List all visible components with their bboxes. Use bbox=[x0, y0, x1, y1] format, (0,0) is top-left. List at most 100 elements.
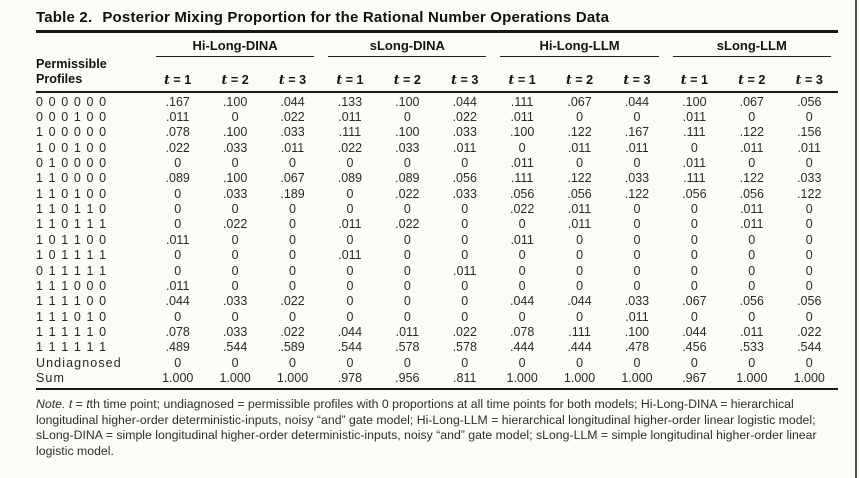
title-rule bbox=[36, 30, 838, 33]
table-row: 0 0 0 0 0 0 .167 .100 .044 .133 .100 .044 .111.… bbox=[36, 92, 838, 110]
value-cell: .122 bbox=[624, 186, 650, 201]
value-cell: 0 bbox=[805, 248, 813, 263]
value-cell: 0 bbox=[748, 110, 756, 125]
value-cell: 0 bbox=[174, 263, 182, 278]
value-cell: .056 bbox=[739, 294, 764, 309]
value-cell: .022 bbox=[280, 294, 305, 309]
value-cell: .100 bbox=[682, 94, 707, 109]
value-cell: 0 bbox=[346, 232, 354, 247]
value-cell: 0 bbox=[346, 294, 354, 309]
value-cell: .022 bbox=[280, 324, 305, 339]
value-cell: 0 bbox=[231, 156, 239, 171]
value-cell: .956 bbox=[395, 370, 420, 385]
value-cell: 0 bbox=[403, 156, 411, 171]
value-cell: .011 bbox=[166, 110, 190, 125]
value-cell: 0 bbox=[576, 110, 584, 125]
value-cell: .022 bbox=[222, 217, 248, 232]
time-point-header: t = 3 bbox=[436, 57, 494, 93]
table-row: 0 1 0 0 0 0 0 0 0 0 0 0 .011 0 0 .011 0 0 bbox=[36, 156, 838, 171]
value-cell: .078 bbox=[509, 324, 535, 339]
value-cell: .011 bbox=[395, 324, 420, 339]
value-cell: 0 bbox=[403, 278, 411, 293]
profile-cell: Undiagnosed bbox=[36, 355, 122, 370]
value-cell: 0 bbox=[289, 278, 296, 293]
value-cell: .578 bbox=[395, 340, 420, 355]
table-row: Sum 1.000 1.000 1.000 .978 .956 .811 1.000 1.000… bbox=[36, 371, 838, 389]
table-row: 1 1 0 1 1 0 0 0 0 0 0 0 .022 .011 0 0 .011 0 bbox=[36, 202, 838, 217]
value-cell: 0 bbox=[174, 217, 182, 232]
value-cell: .011 bbox=[510, 232, 534, 247]
value-cell: 0 bbox=[748, 248, 756, 263]
table-row: 1 1 1 1 0 0 .044 .033 .022 0 0 0 .044 .044 .033 .0… bbox=[36, 294, 838, 309]
value-cell: 0 bbox=[289, 156, 296, 171]
value-cell: .011 bbox=[567, 202, 592, 217]
table-row: 1 1 1 0 0 0 .011 0 0 0 0 0 0 0 0 0 0 0 bbox=[36, 279, 838, 294]
value-cell: 1.000 bbox=[219, 370, 251, 385]
value-cell: .011 bbox=[740, 140, 764, 155]
value-cell: 0 bbox=[346, 278, 354, 293]
value-cell: .044 bbox=[682, 324, 707, 339]
value-cell: 0 bbox=[518, 309, 526, 324]
value-cell: 0 bbox=[805, 156, 813, 171]
value-cell: .544 bbox=[222, 340, 248, 355]
time-point-header: t = 3 bbox=[780, 57, 838, 93]
value-cell: 0 bbox=[289, 217, 296, 232]
table-title: Table 2. Posterior Mixing Proportion for … bbox=[36, 9, 838, 26]
value-cell: 0 bbox=[805, 278, 813, 293]
time-point-header: t = 1 bbox=[493, 57, 551, 93]
value-cell: 0 bbox=[231, 309, 239, 324]
value-cell: .022 bbox=[509, 202, 535, 217]
value-cell: .189 bbox=[280, 186, 305, 201]
value-cell: 1.000 bbox=[162, 370, 194, 385]
value-cell: 0 bbox=[174, 355, 182, 370]
value-cell: 0 bbox=[518, 217, 526, 232]
profile-cell: 1 0 1 1 1 1 bbox=[36, 248, 108, 263]
value-cell: 0 bbox=[174, 202, 182, 217]
value-cell: 0 bbox=[805, 263, 813, 278]
table-number: Table 2. bbox=[36, 9, 93, 26]
value-cell: 0 bbox=[518, 140, 526, 155]
value-cell: .100 bbox=[222, 125, 248, 140]
value-cell: 0 bbox=[403, 202, 411, 217]
value-cell: 0 bbox=[403, 309, 411, 324]
time-point-header: t = 2 bbox=[378, 57, 437, 93]
value-cell: 0 bbox=[805, 309, 813, 324]
value-cell: 0 bbox=[461, 202, 469, 217]
value-cell: .100 bbox=[624, 324, 650, 339]
table-row: Undiagnosed 0 0 0 0 0 0 0 0 0 0 0 0 bbox=[36, 356, 838, 371]
value-cell: .011 bbox=[338, 248, 362, 263]
value-cell: .011 bbox=[338, 217, 362, 232]
value-cell: .078 bbox=[165, 125, 190, 140]
value-cell: .578 bbox=[452, 340, 477, 355]
note-text-segment: th time point; undiagnosed = permissible… bbox=[36, 397, 817, 459]
value-cell: 0 bbox=[633, 248, 641, 263]
model-group-header: sLong-DINA bbox=[321, 33, 493, 57]
model-group-label: sLong-DINA bbox=[328, 38, 487, 57]
profile-cell: 1 1 0 0 0 0 bbox=[36, 171, 108, 186]
value-cell: .067 bbox=[739, 94, 764, 109]
value-cell: 0 bbox=[231, 248, 239, 263]
value-cell: .122 bbox=[739, 125, 764, 140]
value-cell: .078 bbox=[165, 324, 190, 339]
value-cell: 0 bbox=[633, 110, 641, 125]
value-cell: 0 bbox=[576, 156, 584, 171]
value-cell: .100 bbox=[509, 125, 535, 140]
value-cell: 0 bbox=[403, 294, 411, 309]
profile-cell: 1 0 0 0 0 0 bbox=[36, 125, 108, 140]
value-cell: .044 bbox=[337, 324, 363, 339]
profile-cell: 1 0 0 1 0 0 bbox=[36, 140, 108, 155]
value-cell: .978 bbox=[337, 370, 363, 385]
value-cell: .456 bbox=[682, 340, 707, 355]
value-cell: 0 bbox=[690, 263, 698, 278]
value-cell: 0 bbox=[690, 140, 698, 155]
value-cell: 0 bbox=[461, 232, 469, 247]
value-cell: .022 bbox=[280, 110, 305, 125]
value-cell: 1.000 bbox=[621, 370, 653, 385]
value-cell: 0 bbox=[576, 309, 584, 324]
value-cell: 0 bbox=[518, 278, 526, 293]
value-cell: 1.000 bbox=[793, 370, 825, 385]
profiles-header-line1: Permissible bbox=[36, 57, 107, 71]
value-cell: 0 bbox=[748, 355, 756, 370]
value-cell: 0 bbox=[461, 278, 469, 293]
